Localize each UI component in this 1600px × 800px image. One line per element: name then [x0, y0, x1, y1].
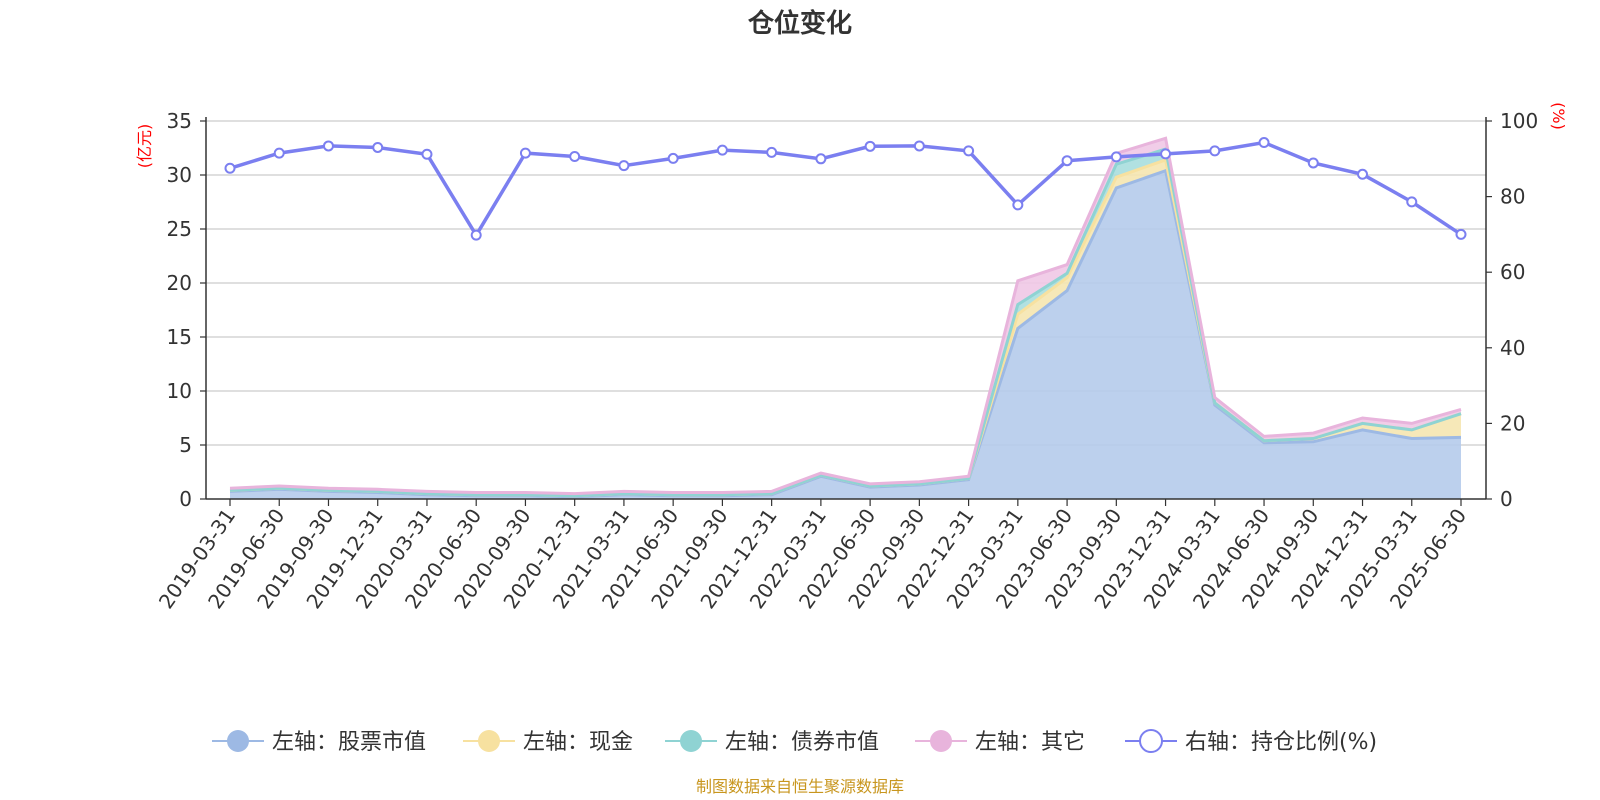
- axes: 051015202530350204060801002019-03-312019…: [154, 109, 1538, 613]
- legend-marker-左轴：现金: [478, 730, 500, 752]
- chart-title: 仓位变化: [747, 8, 852, 39]
- stacked-areas: [229, 136, 1462, 499]
- ratio-point: [569, 151, 581, 163]
- legend-label-左轴：股票市值: 左轴：股票市值: [272, 730, 426, 755]
- legend-marker-左轴：其它: [930, 730, 952, 752]
- ratio-point: [618, 160, 630, 172]
- ratio-line: [229, 140, 1462, 239]
- legend-label-左轴：债券市值: 左轴：债券市值: [725, 730, 879, 755]
- ratio-point: [519, 147, 531, 159]
- right-axis-unit: (%): [1549, 102, 1568, 130]
- ratio-point: [421, 148, 433, 160]
- ratio-point: [1455, 228, 1467, 240]
- legend-marker-右轴：持仓比例(%): [1139, 729, 1163, 753]
- left-axis-tick-label: 15: [167, 325, 192, 349]
- ratio-point: [1110, 151, 1122, 163]
- right-axis-tick-label: 80: [1500, 185, 1525, 209]
- ratio-point: [322, 140, 334, 152]
- left-axis-tick-label: 35: [167, 109, 192, 133]
- ratio-point: [913, 140, 925, 152]
- left-axis-unit: (亿元): [135, 124, 154, 169]
- ratio-point: [667, 152, 679, 164]
- right-axis-tick-label: 100: [1500, 109, 1538, 133]
- ratio-point: [1012, 199, 1024, 211]
- left-axis-tick-label: 25: [167, 217, 192, 241]
- ratio-point: [1209, 145, 1221, 157]
- data-source-note: 制图数据来自恒生聚源数据库: [696, 777, 904, 796]
- legend-label-右轴：持仓比例(%): 右轴：持仓比例(%): [1185, 730, 1377, 755]
- left-axis-tick-label: 20: [167, 271, 192, 295]
- ratio-point: [470, 229, 482, 241]
- ratio-point: [1258, 137, 1270, 149]
- legend-label-左轴：现金: 左轴：现金: [523, 730, 633, 755]
- area-line-左轴：债券市值: [229, 147, 1462, 498]
- area-左轴：股票市值: [230, 170, 1461, 499]
- right-axis-tick-label: 60: [1500, 260, 1525, 284]
- legend: 左轴：股票市值 左轴：现金 左轴：债券市值 左轴：其它 右轴：持仓比例(%): [212, 729, 1377, 755]
- ratio-point: [815, 153, 827, 165]
- right-axis-tick-label: 40: [1500, 336, 1525, 360]
- ratio-point: [224, 162, 236, 174]
- left-axis-tick-label: 5: [179, 433, 192, 457]
- legend-marker-左轴：债券市值: [680, 730, 702, 752]
- ratio-line-series: [224, 137, 1467, 241]
- left-axis-tick-label: 10: [167, 379, 192, 403]
- ratio-point: [766, 146, 778, 158]
- right-axis-tick-label: 0: [1500, 487, 1513, 511]
- left-axis-tick-label: 30: [167, 163, 192, 187]
- grid-lines: [206, 120, 1486, 446]
- ratio-point: [1307, 157, 1319, 169]
- ratio-point: [273, 147, 285, 159]
- legend-label-左轴：其它: 左轴：其它: [975, 730, 1085, 755]
- ratio-point: [1160, 148, 1172, 160]
- ratio-point: [864, 140, 876, 152]
- ratio-point: [372, 141, 384, 153]
- ratio-point: [1061, 155, 1073, 167]
- ratio-point: [1357, 168, 1369, 180]
- ratio-point: [963, 145, 975, 157]
- legend-marker-左轴：股票市值: [227, 730, 249, 752]
- ratio-point: [716, 144, 728, 156]
- left-axis-tick-label: 0: [179, 487, 192, 511]
- area-line-左轴：其它: [229, 136, 1462, 496]
- right-axis-tick-label: 20: [1500, 411, 1525, 435]
- ratio-point: [1406, 196, 1418, 208]
